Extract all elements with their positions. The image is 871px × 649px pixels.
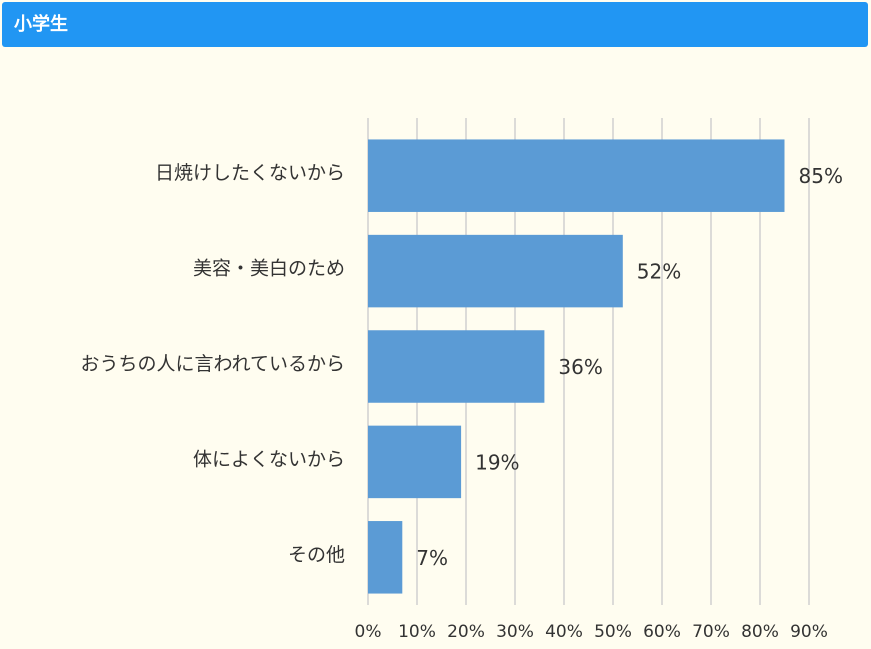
x-tick-label: 30% xyxy=(496,622,534,642)
value-label: 19% xyxy=(475,450,519,474)
value-label: 7% xyxy=(416,546,448,570)
chart-title: 小学生 xyxy=(14,13,68,35)
bar xyxy=(368,521,403,594)
header-bar xyxy=(2,2,868,47)
x-tick-label: 10% xyxy=(398,622,436,642)
value-label: 36% xyxy=(558,355,602,379)
x-tick-label: 20% xyxy=(447,622,485,642)
bar xyxy=(368,234,623,308)
x-tick-label: 0% xyxy=(355,622,382,642)
x-tick-label: 60% xyxy=(643,622,681,642)
value-label: 52% xyxy=(637,260,681,284)
y-tick-label: おうちの人に言われているから xyxy=(81,353,345,375)
y-tick-label: 体によくないから xyxy=(193,448,345,470)
x-tick-label: 70% xyxy=(692,622,730,642)
y-tick-label: その他 xyxy=(288,544,345,566)
y-tick-label: 美容・美白のため xyxy=(193,258,345,280)
y-tick-label: 日焼けしたくないから xyxy=(155,162,345,184)
x-tick-label: 80% xyxy=(741,622,779,642)
x-tick-label: 90% xyxy=(790,622,828,642)
x-tick-label: 40% xyxy=(545,622,583,642)
value-label: 85% xyxy=(799,164,843,188)
bar xyxy=(368,139,785,212)
bar xyxy=(368,330,545,403)
x-tick-label: 50% xyxy=(594,622,632,642)
bar xyxy=(368,425,462,499)
